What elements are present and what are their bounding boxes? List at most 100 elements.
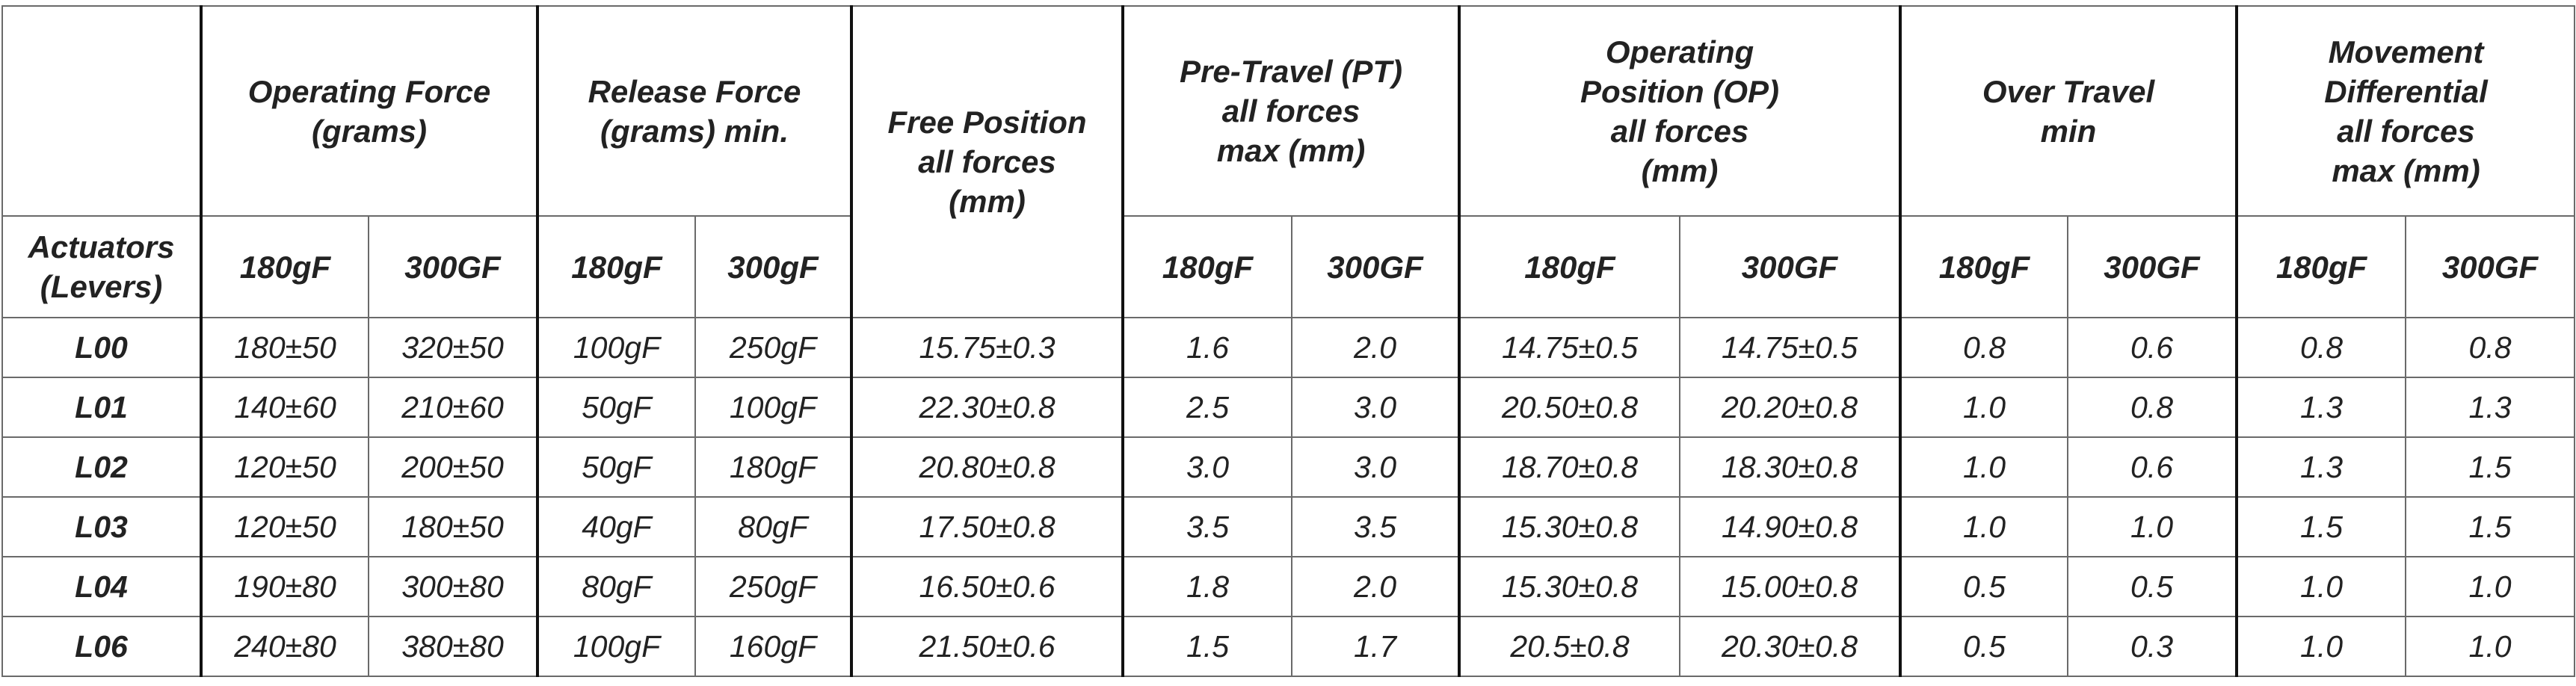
cell: 380±80 [368,616,538,677]
table-header: Operating Force (grams) Release Force (gr… [1,5,2576,318]
row-label: L02 [1,436,202,498]
cell: 18.30±0.8 [1679,436,1901,498]
cell: 0.3 [2066,616,2238,677]
column-header: 300GF [368,215,538,318]
cell: 3.0 [1291,377,1460,438]
cell: 3.5 [1121,496,1292,557]
cell: 15.75±0.3 [850,317,1124,378]
data-row: L01 140±60 210±60 50gF 100gF 22.30±0.8 2.5 3.0 2… [1,377,2576,438]
cell: 240±80 [200,616,369,677]
column-header: 300GF [1679,215,1901,318]
cell: 1.3 [2405,377,2576,438]
data-row: L03 120±50 180±50 40gF 80gF 17.50±0.8 3.5 3.5 15… [1,496,2576,557]
cell: 18.70±0.8 [1458,436,1680,498]
cell: 1.3 [2235,436,2407,498]
cell: 1.5 [2405,496,2576,557]
group-header: Pre-Travel (PT) all forces max (mm) [1121,5,1460,217]
cell: 20.20±0.8 [1679,377,1901,438]
group-header: Operating Position (OP) all forces (mm) [1458,5,1901,217]
cell: 40gF [536,496,696,557]
column-header: 180gF [2235,215,2407,318]
data-row: L00 180±50 320±50 100gF 250gF 15.75±0.3 1.6 2.0… [1,317,2576,378]
cell: 200±50 [368,436,538,498]
cell: 1.6 [1121,317,1292,378]
row-label: L00 [1,317,202,378]
cell: 14.75±0.5 [1679,317,1901,378]
corner-cell [1,5,202,217]
cell: 140±60 [200,377,369,438]
column-header: 300gF [694,215,852,318]
cell: 0.5 [1899,616,2068,677]
group-header: Over Travel min [1898,5,2238,217]
cell: 16.50±0.6 [850,556,1124,617]
cell: 250gF [694,556,852,617]
cell: 1.0 [1899,496,2068,557]
cell: 1.0 [2235,616,2407,677]
cell: 1.7 [1291,616,1460,677]
cell: 0.8 [2066,377,2238,438]
data-row: L02 120±50 200±50 50gF 180gF 20.80±0.8 3.0 3.0 1… [1,436,2576,498]
cell: 250gF [694,317,852,378]
cell: 50gF [536,436,696,498]
cell: 100gF [694,377,852,438]
cell: 21.50±0.6 [850,616,1124,677]
row-label: L06 [1,616,202,677]
cell: 1.0 [2405,556,2576,617]
cell: 80gF [694,496,852,557]
column-header: 300GF [1291,215,1460,318]
cell: 100gF [536,616,696,677]
cell: 2.0 [1291,556,1460,617]
cell: 1.3 [2235,377,2407,438]
cell: 120±50 [200,496,369,557]
cell: 180±50 [200,317,369,378]
cell: 0.6 [2066,317,2238,378]
column-header: 300GF [2066,215,2238,318]
cell: 180±50 [368,496,538,557]
cell: 14.90±0.8 [1679,496,1901,557]
group-header: Free Position all forces (mm) [850,5,1124,318]
cell: 0.8 [2405,317,2576,378]
cell: 15.30±0.8 [1458,496,1680,557]
cell: 20.5±0.8 [1458,616,1680,677]
cell: 2.5 [1121,377,1292,438]
cell: 1.5 [1121,616,1292,677]
group-header: Operating Force (grams) [200,5,538,217]
cell: 80gF [536,556,696,617]
cell: 22.30±0.8 [850,377,1124,438]
row-label: L04 [1,556,202,617]
cell: 0.6 [2066,436,2238,498]
cell: 14.75±0.5 [1458,317,1680,378]
cell: 1.5 [2405,436,2576,498]
cell: 3.0 [1121,436,1292,498]
column-header: 300GF [2405,215,2576,318]
cell: 50gF [536,377,696,438]
cell: 100gF [536,317,696,378]
cell: 190±80 [200,556,369,617]
cell: 320±50 [368,317,538,378]
cell: 20.30±0.8 [1679,616,1901,677]
cell: 0.5 [2066,556,2238,617]
subheader-row: Actuators (Levers) 180gF 300GF 180gF 300gF 18… [1,215,2576,318]
group-header: Release Force (grams) min. [536,5,852,217]
cell: 15.00±0.8 [1679,556,1901,617]
data-row: L06 240±80 380±80 100gF 160gF 21.50±0.6 1.5 1.7… [1,616,2576,677]
cell: 20.80±0.8 [850,436,1124,498]
column-header: 180gF [1899,215,2068,318]
cell: 3.5 [1291,496,1460,557]
row-label: L01 [1,377,202,438]
cell: 1.0 [2235,556,2407,617]
cell: 1.0 [1899,436,2068,498]
cell: 0.5 [1899,556,2068,617]
cell: 15.30±0.8 [1458,556,1680,617]
cell: 180gF [694,436,852,498]
column-header: 180gF [536,215,696,318]
cell: 120±50 [200,436,369,498]
spec-table: Operating Force (grams) Release Force (gr… [1,5,2576,677]
cell: 1.8 [1121,556,1292,617]
cell: 160gF [694,616,852,677]
column-header: 180gF [1121,215,1292,318]
corner-label: Actuators (Levers) [1,215,202,318]
cell: 0.8 [1899,317,2068,378]
cell: 1.0 [2405,616,2576,677]
